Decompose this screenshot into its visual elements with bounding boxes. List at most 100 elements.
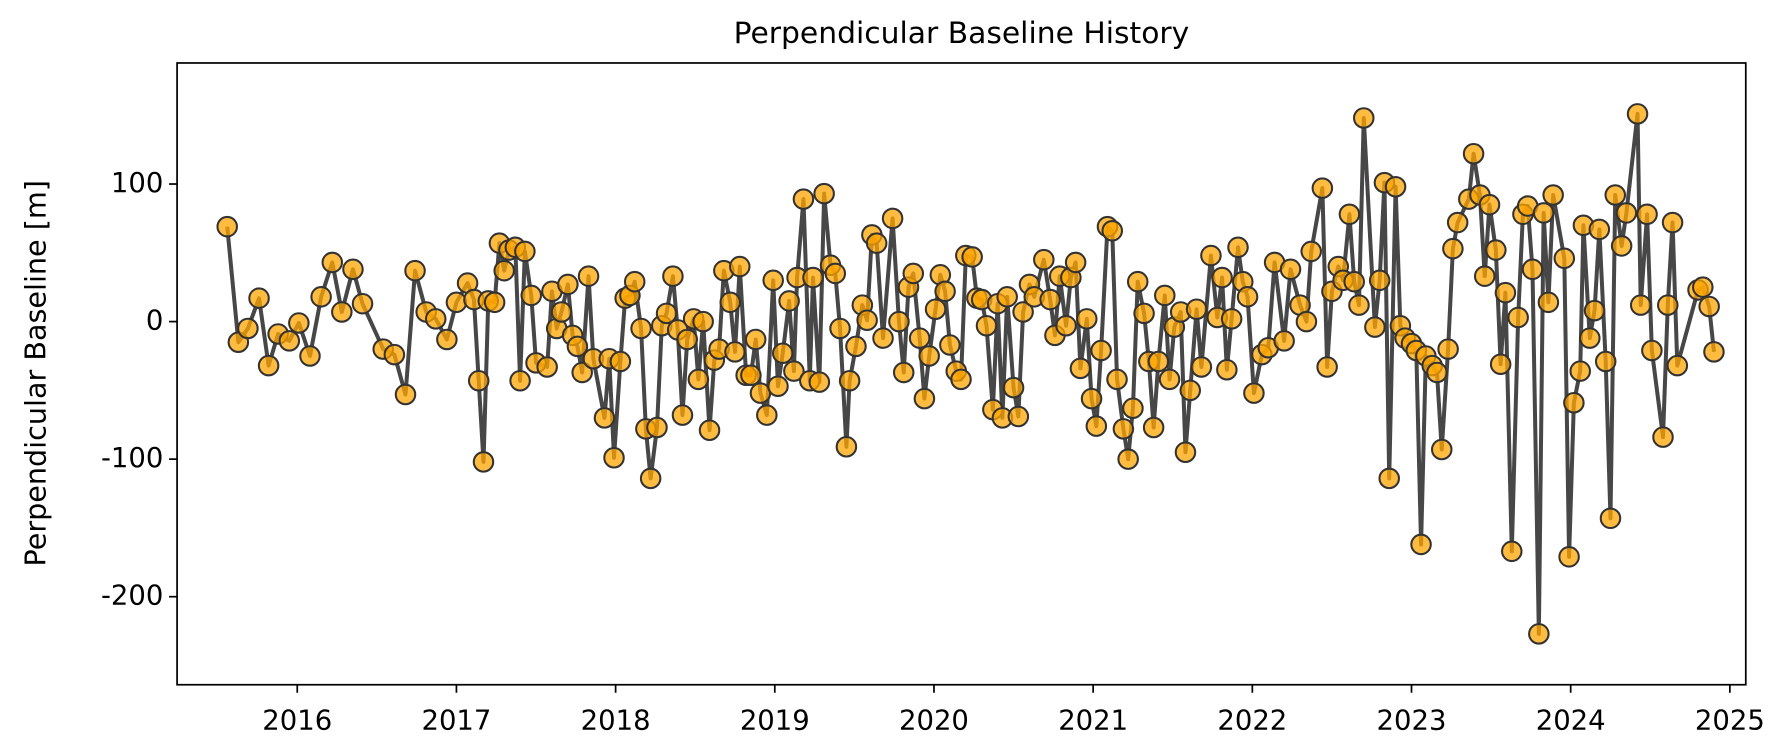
data-point (892, 361, 915, 384)
data-point (1243, 382, 1265, 404)
data-point (1368, 269, 1391, 292)
data-point (342, 258, 364, 281)
data-point (662, 265, 684, 287)
data-point (1200, 244, 1222, 267)
data-point (1583, 299, 1606, 322)
data-point (961, 246, 983, 268)
data-point (913, 387, 936, 410)
data-point (1692, 276, 1714, 298)
data-point (1537, 291, 1560, 314)
data-point (1039, 288, 1061, 311)
data-point (1343, 270, 1365, 293)
data-point (483, 291, 506, 314)
data-point (1610, 235, 1633, 257)
data-point (1338, 203, 1361, 226)
data-point (1211, 266, 1233, 289)
data-point (1588, 218, 1611, 241)
data-point (1080, 387, 1103, 410)
data-point (1101, 220, 1124, 242)
data-point (1216, 358, 1238, 381)
y-axis-label: Perpendicular Baseline [m] (18, 180, 52, 566)
data-point (934, 280, 956, 303)
data-point (1657, 294, 1679, 316)
data-point (646, 416, 668, 439)
data-point (778, 290, 800, 312)
data-point (321, 251, 344, 274)
data-point (1076, 308, 1098, 330)
data-point (1501, 540, 1523, 563)
data-point (724, 341, 746, 363)
data-point (1154, 284, 1176, 307)
data-point (1033, 248, 1055, 271)
data-point (813, 182, 835, 205)
y-tick-label: 0 (146, 305, 163, 337)
data-point (467, 369, 490, 392)
data-point (351, 292, 374, 315)
data-point (1489, 353, 1512, 375)
data-point (514, 240, 536, 263)
data-point (1542, 184, 1564, 206)
chart-title: Perpendicular Baseline History (734, 16, 1190, 51)
x-tick-label: 2018 (581, 704, 651, 736)
data-point (771, 342, 794, 364)
data-point (550, 301, 573, 323)
data-point (520, 284, 543, 307)
x-tick-label: 2019 (740, 704, 810, 736)
data-point (331, 301, 353, 323)
data-point (424, 308, 447, 330)
data-point (1273, 330, 1295, 352)
data-point (1295, 310, 1318, 333)
y-tick-label: -100 (101, 442, 163, 474)
data-point (740, 364, 762, 386)
data-point (767, 375, 789, 397)
data-point (1185, 298, 1208, 320)
data-point (1364, 316, 1386, 338)
data-point (671, 404, 694, 426)
data-point (472, 451, 495, 473)
data-point (1615, 202, 1638, 224)
data-point (1569, 360, 1591, 382)
data-point (881, 207, 904, 230)
data-point (1430, 438, 1453, 461)
data-point (1661, 211, 1684, 234)
data-point (835, 435, 858, 458)
data-point (1378, 467, 1400, 490)
data-point (1300, 240, 1322, 263)
data-point (1316, 356, 1338, 378)
data-point (248, 287, 270, 309)
data-point (394, 383, 417, 406)
data-point (1384, 176, 1407, 198)
data-point (216, 215, 238, 238)
data-point (1311, 177, 1334, 199)
data-point (692, 310, 714, 333)
data-point (1558, 546, 1580, 568)
data-point (918, 345, 940, 367)
data-point (623, 270, 646, 293)
x-tick-label: 2023 (1377, 704, 1447, 736)
data-point (1521, 258, 1544, 281)
data-point (698, 419, 721, 442)
data-point (1348, 294, 1370, 316)
data-point (1604, 184, 1627, 206)
series-line (225, 111, 1716, 636)
data-point (908, 327, 931, 349)
data-point (655, 302, 678, 325)
data-point (829, 317, 851, 340)
data-point (1179, 379, 1202, 402)
data-point (1478, 193, 1501, 216)
y-tick-label: 100 (111, 167, 163, 199)
data-point (1462, 143, 1485, 165)
x-tick-label: 2017 (421, 704, 491, 736)
data-point (237, 317, 259, 340)
data-point (1426, 361, 1448, 384)
data-point (278, 330, 301, 352)
data-point (257, 354, 280, 377)
data-point (557, 273, 579, 296)
data-point (939, 334, 961, 356)
data-point (299, 345, 321, 367)
data-point (872, 327, 894, 349)
data-point (856, 309, 878, 331)
data-point (536, 356, 558, 378)
data-point (310, 286, 332, 308)
